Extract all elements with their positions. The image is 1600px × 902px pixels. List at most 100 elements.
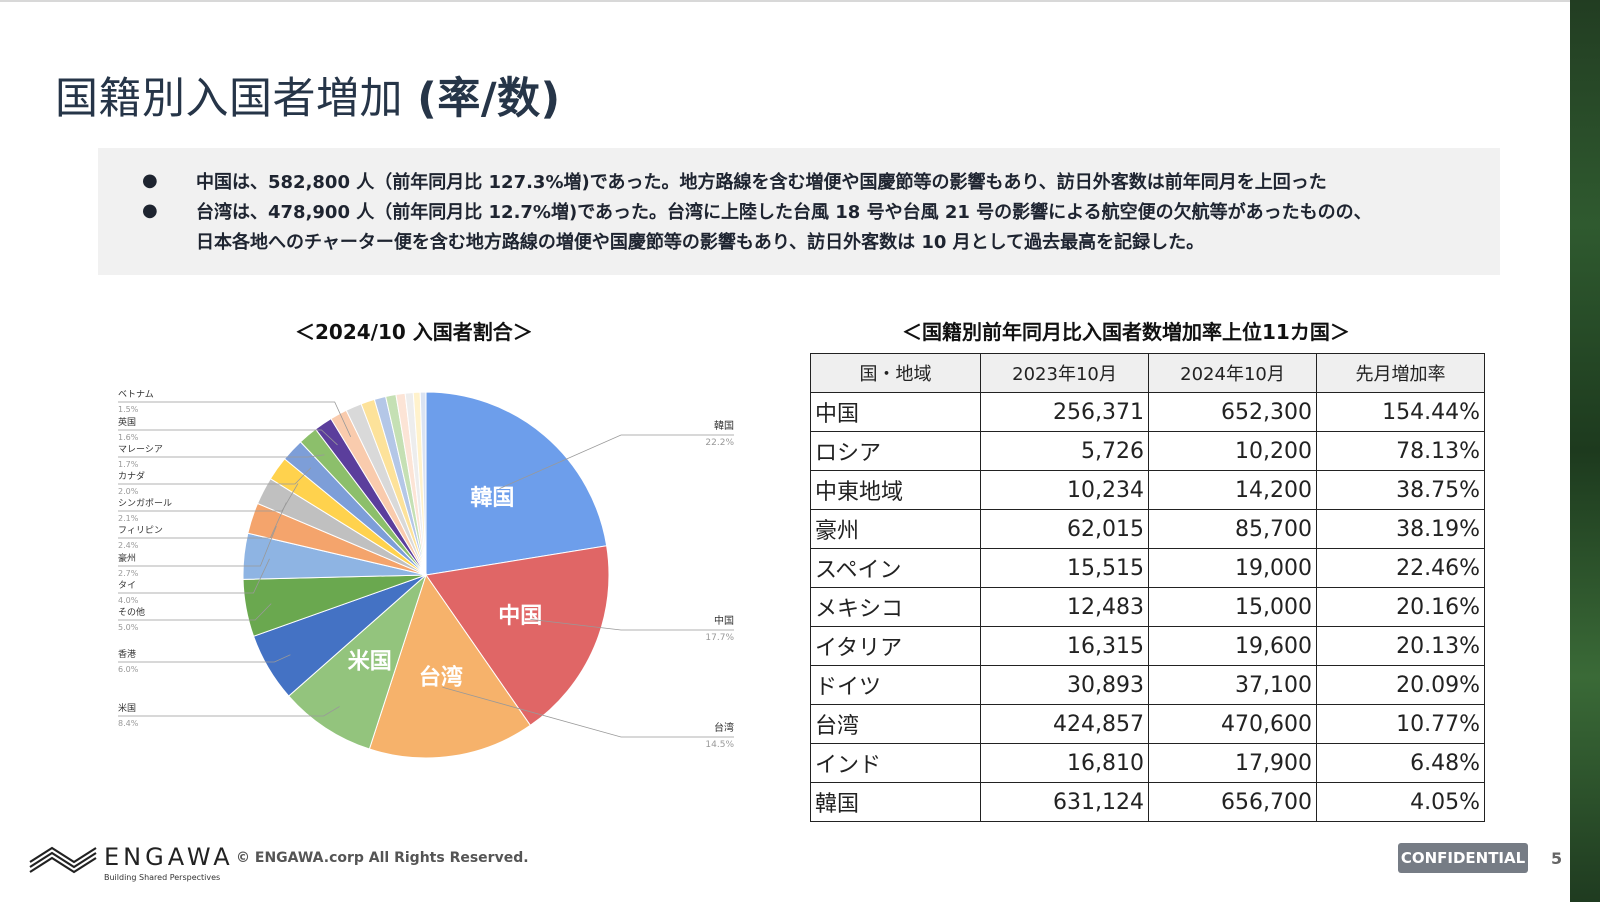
col-header-2023: 2023年10月 [980, 353, 1149, 393]
summary-line-2: 台湾は、478,900 人（前年同月比 12.7%増)であった。台湾に上陸した台… [196, 202, 1372, 223]
cell-2023: 30,893 [980, 665, 1149, 705]
table-row: ドイツ 30,893 37,100 20.09% [810, 665, 1485, 705]
pie-slice-韓国 [425, 391, 608, 576]
cell-growth: 22.46% [1316, 548, 1485, 588]
engawa-logo-mark [29, 846, 97, 874]
background-photo-strip [1570, 0, 1600, 902]
pie-legend-pct: 2.1% [118, 514, 139, 523]
pie-leader-line [118, 454, 325, 458]
cell-2024: 470,600 [1148, 704, 1317, 744]
page-title-text: 国籍別入国者増加 [55, 74, 403, 124]
table-row: インド 16,810 17,900 6.48% [810, 743, 1485, 783]
pie-legend-pct: 14.5% [705, 740, 734, 750]
logo-tagline: Building Shared Perspectives [104, 873, 221, 882]
summary-box: ● 中国は、582,800 人（前年同月比 127.3%増)であった。地方路線を… [98, 148, 1500, 275]
pie-legend-pct: 22.2% [705, 438, 734, 448]
pie-inside-label: 台湾 [419, 664, 463, 690]
copyright-text: © ENGAWA.corp All Rights Reserved. [236, 850, 529, 866]
cell-2024: 652,300 [1148, 392, 1317, 432]
engawa-logo: ENGAWA Building Shared Perspectives [28, 843, 230, 889]
cell-2024: 656,700 [1148, 782, 1317, 822]
pie-legend-label: 韓国 [714, 420, 734, 432]
table-row: 韓国 631,124 656,700 4.05% [810, 782, 1485, 822]
growth-table: 国・地域 2023年10月 2024年10月 先月増加率 中国 256,371 65… [810, 353, 1485, 822]
pie-heading: ＜2024/10 入国者割合＞ [295, 320, 533, 344]
cell-country: ロシア [810, 431, 981, 471]
cell-country: ドイツ [810, 665, 981, 705]
cell-2024: 15,000 [1148, 587, 1317, 627]
cell-country: イタリア [810, 626, 981, 666]
table-row: イタリア 16,315 19,600 20.13% [810, 626, 1485, 666]
cell-2023: 10,234 [980, 470, 1149, 510]
cell-2023: 631,124 [980, 782, 1149, 822]
logo-wordmark: ENGAWA [104, 843, 234, 871]
bullet-marker: ● [142, 170, 158, 191]
cell-2024: 85,700 [1148, 509, 1317, 549]
cell-2023: 12,483 [980, 587, 1149, 627]
cell-growth: 4.05% [1316, 782, 1485, 822]
pie-slice-米国 [288, 573, 428, 750]
cell-2023: 424,857 [980, 704, 1149, 744]
cell-2024: 19,600 [1148, 626, 1317, 666]
table-row: ロシア 5,726 10,200 78.13% [810, 431, 1485, 471]
pie-legend-pct: 2.4% [118, 541, 139, 550]
cell-country: 中国 [810, 392, 981, 432]
page-number: 5 [1551, 849, 1563, 868]
cell-2023: 16,315 [980, 626, 1149, 666]
pie-legend-pct: 1.5% [118, 405, 139, 414]
pie-legend-label: タイ [118, 580, 136, 591]
col-header-growth: 先月増加率 [1316, 353, 1485, 393]
pie-leader-line [118, 467, 312, 485]
cell-2023: 5,726 [980, 431, 1149, 471]
cell-growth: 20.16% [1316, 587, 1485, 627]
pie-leader-line [118, 706, 340, 717]
cell-2024: 19,000 [1148, 548, 1317, 588]
pie-legend-label: 香港 [118, 648, 136, 660]
pie-leader-line [118, 401, 352, 437]
pie-slice [419, 391, 427, 576]
table-row: 豪州 62,015 85,700 38.19% [810, 509, 1485, 549]
pie-chart: 韓国中国台湾米国韓国22.2%中国17.7%台湾14.5%米国8.4%香港6.0… [118, 390, 734, 759]
pie-legend-label: フィリピン [118, 525, 163, 536]
confidential-badge: CONFIDENTIAL [1398, 843, 1528, 873]
pie-legend-pct: 17.7% [705, 633, 734, 643]
col-header-country: 国・地域 [810, 353, 981, 393]
pie-legend-pct: 1.7% [118, 460, 139, 469]
cell-country: メキシコ [810, 587, 981, 627]
pie-inside-label: 中国 [498, 604, 542, 629]
pie-inside-label: 韓国 [470, 485, 514, 511]
pie-legend-pct: 5.0% [118, 623, 139, 632]
pie-legend-pct: 8.4% [118, 719, 139, 728]
pie-inside-label: 米国 [348, 650, 392, 675]
cell-2023: 256,371 [980, 392, 1149, 432]
pie-legend-pct: 6.0% [118, 665, 139, 674]
table-row: スペイン 15,515 19,000 22.46% [810, 548, 1485, 588]
pie-legend-pct: 2.0% [118, 487, 139, 496]
cell-growth: 20.13% [1316, 626, 1485, 666]
pie-legend-label: マレーシア [118, 445, 163, 455]
pie-legend-label: シンガポール [118, 498, 172, 509]
pie-legend-pct: 2.7% [118, 569, 139, 578]
cell-country: 台湾 [810, 704, 981, 744]
pie-leader-line [118, 502, 287, 539]
table-row: 台湾 424,857 470,600 10.77% [810, 704, 1485, 744]
cell-2024: 10,200 [1148, 431, 1317, 471]
cell-2023: 15,515 [980, 548, 1149, 588]
cell-2023: 62,015 [980, 509, 1149, 549]
pie-legend-label: 台湾 [714, 721, 734, 734]
cell-2024: 17,900 [1148, 743, 1317, 783]
cell-country: 韓国 [810, 782, 981, 822]
pie-slice-中国 [425, 545, 610, 727]
table-header-row: 国・地域 2023年10月 2024年10月 先月増加率 [810, 353, 1485, 393]
pie-slice-台湾 [368, 573, 532, 759]
pie-legend-label: 豪州 [118, 552, 136, 564]
pie-legend-pct: 1.6% [118, 433, 139, 442]
summary-line-1: 中国は、582,800 人（前年同月比 127.3%増)であった。地方路線を含む… [196, 172, 1327, 193]
table-row: メキシコ 12,483 15,000 20.16% [810, 587, 1485, 627]
cell-growth: 6.48% [1316, 743, 1485, 783]
cell-2023: 16,810 [980, 743, 1149, 783]
pie-legend-label: その他 [118, 606, 145, 618]
summary-line-3: 日本各地へのチャーター便を含む地方路線の増便や国慶節等の影響もあり、訪日外客数は… [196, 232, 1205, 253]
pie-leader-line [118, 525, 277, 567]
pie-legend-label: カナダ [118, 470, 145, 482]
